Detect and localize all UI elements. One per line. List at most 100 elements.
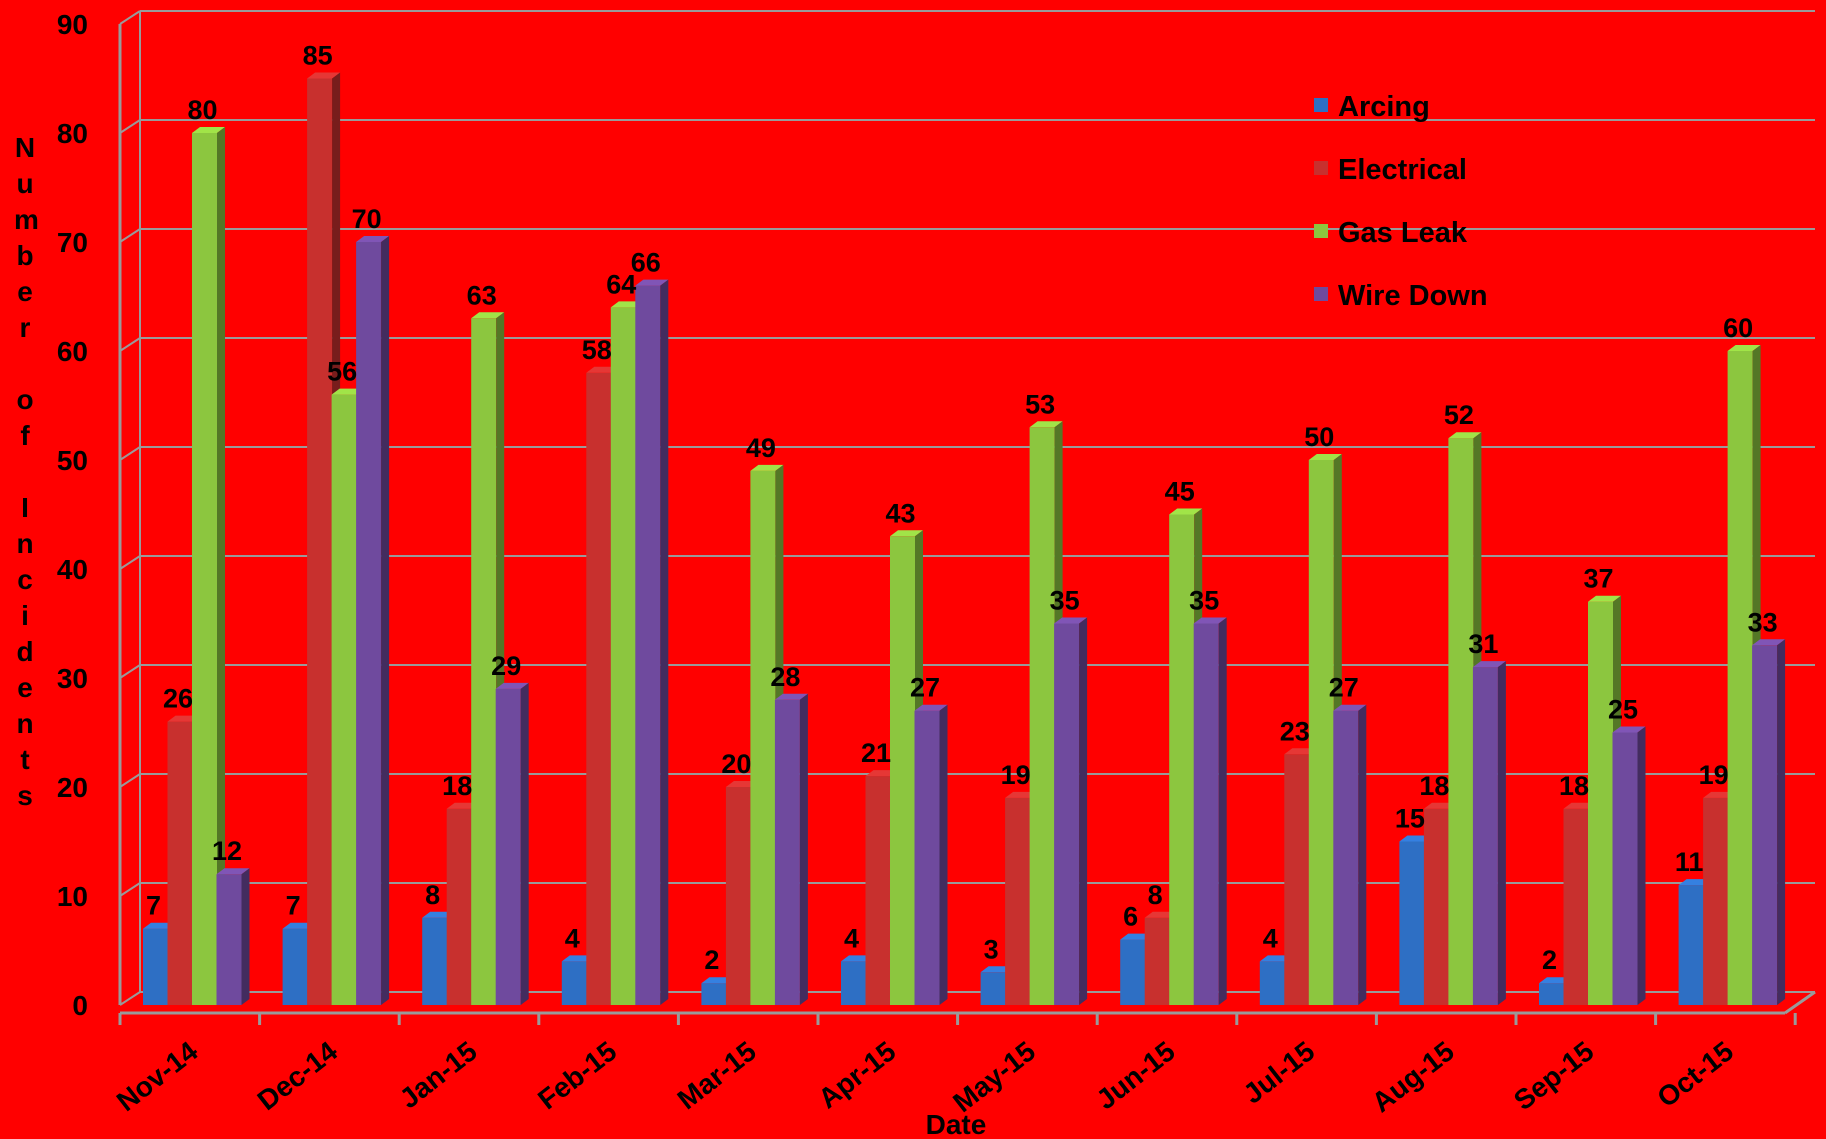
bar [1005, 797, 1031, 1005]
x-tick-label: Dec-14 [252, 1035, 344, 1116]
x-tick-label: Oct-15 [1651, 1035, 1739, 1113]
bar [635, 285, 661, 1006]
data-label: 58 [582, 335, 612, 365]
x-tick-label: Aug-15 [1366, 1035, 1460, 1118]
axes [118, 11, 1816, 1025]
legend: Arcing Electrical Gas Leak Wire Down [1314, 91, 1488, 312]
data-label: 2 [1542, 945, 1557, 975]
data-label: 27 [1329, 673, 1359, 703]
bar [216, 874, 242, 1005]
bar [192, 133, 217, 1005]
data-label: 43 [885, 498, 915, 528]
data-label: 64 [606, 269, 636, 299]
bar-side [1218, 617, 1227, 1005]
gridlines [119, 10, 1815, 1006]
bar-top [914, 704, 948, 711]
data-label: 4 [565, 923, 580, 953]
bar-side [241, 868, 250, 1005]
gridline-side [119, 991, 141, 1006]
y-tick-label: 50 [57, 445, 88, 476]
bar-top [495, 682, 529, 689]
x-tick-label: Jun-15 [1090, 1035, 1180, 1115]
bar [446, 808, 472, 1005]
x-tick-label: Feb-15 [532, 1035, 622, 1115]
data-label: 4 [1263, 923, 1278, 953]
bar-side [1079, 617, 1088, 1005]
bar [1588, 601, 1613, 1005]
bar-top [307, 72, 341, 79]
bar [1193, 623, 1219, 1005]
bar-top [1727, 345, 1761, 351]
data-label: 66 [631, 248, 661, 278]
bar [610, 307, 636, 1005]
bar [1284, 754, 1310, 1005]
bar [561, 961, 587, 1005]
y-tick-label: 0 [72, 990, 88, 1021]
bar-side [1358, 704, 1367, 1005]
data-label: 7 [146, 891, 161, 921]
data-label: 33 [1748, 607, 1778, 637]
data-label: 18 [442, 771, 472, 801]
bar-side [1637, 726, 1646, 1005]
data-label: 85 [303, 41, 333, 71]
bar-side [660, 279, 669, 1006]
data-label: 4 [844, 923, 859, 953]
bar [282, 928, 308, 1005]
data-label: 7 [286, 891, 301, 921]
bar-top [1472, 661, 1506, 668]
data-label: 53 [1025, 389, 1055, 419]
data-label: 52 [1444, 400, 1474, 430]
bar [914, 710, 940, 1005]
bar [586, 372, 612, 1005]
bar-top [1448, 432, 1482, 439]
data-label: 8 [1148, 880, 1163, 910]
bar [307, 78, 333, 1005]
bar [471, 318, 497, 1005]
gridline-side [119, 882, 141, 897]
bar-side [1497, 661, 1506, 1005]
bar [1612, 732, 1638, 1005]
y-tick-label: 70 [57, 227, 88, 258]
data-label: 80 [187, 95, 217, 125]
data-label: 8 [425, 880, 440, 910]
bar [356, 242, 382, 1005]
data-label: 2 [704, 945, 719, 975]
data-label: 23 [1280, 716, 1310, 746]
data-label: 18 [1559, 771, 1589, 801]
bar-top [1588, 595, 1621, 602]
y-tick-label: 40 [57, 554, 88, 585]
bar [980, 972, 1006, 1005]
bar-top [635, 279, 669, 286]
gridline-side [119, 119, 141, 134]
bar-top [1169, 508, 1203, 515]
bar-top [1752, 639, 1786, 646]
data-label: 25 [1608, 695, 1638, 725]
bar [1029, 427, 1055, 1005]
bar [422, 917, 448, 1005]
bar [167, 721, 193, 1005]
bar-top [1193, 617, 1227, 624]
bars [143, 72, 1786, 1006]
bar [1399, 841, 1425, 1005]
bar [750, 470, 776, 1005]
bar [890, 536, 915, 1005]
legend-label: Wire Down [1338, 280, 1488, 312]
y-tick-label: 20 [57, 772, 88, 803]
bar [1727, 351, 1753, 1005]
bar [1472, 667, 1498, 1005]
bar [495, 688, 521, 1005]
bar-side [1777, 639, 1786, 1005]
legend-swatch [1314, 287, 1328, 301]
bar [1054, 623, 1080, 1005]
data-label: 18 [1419, 771, 1449, 801]
gridline-side [119, 664, 141, 679]
legend-swatch [1314, 98, 1328, 112]
gridline-side [119, 337, 141, 352]
bar-top [1054, 617, 1088, 624]
bar [1563, 808, 1589, 1005]
x-tick-label: Jan-15 [394, 1035, 483, 1114]
data-label: 19 [1699, 760, 1729, 790]
data-label: 31 [1468, 629, 1498, 659]
x-axis-title: Date [926, 1109, 987, 1139]
y-tick-label: 80 [57, 118, 88, 149]
